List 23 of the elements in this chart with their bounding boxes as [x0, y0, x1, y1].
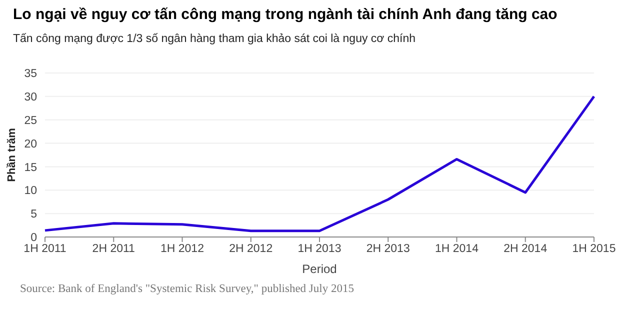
y-tick-label: 10	[24, 185, 37, 198]
x-tick-label: 1H 2014	[435, 243, 480, 256]
x-tick-label: 2H 2013	[366, 243, 410, 256]
chart-subtitle: Tấn công mạng được 1/3 số ngân hàng tham gia khảo sát coi là nguy cơ chính	[13, 33, 416, 45]
x-tick-label: 1H 2011	[24, 243, 66, 256]
x-tick-label: 1H 2015	[572, 243, 616, 256]
y-axis-title: Phần trăm	[6, 128, 18, 182]
y-tick-label: 15	[24, 162, 37, 174]
x-tick-label: 1H 2012	[160, 243, 204, 256]
x-axis-title: Period	[302, 262, 337, 276]
y-tick-label: 35	[24, 68, 37, 80]
y-tick-label: 30	[24, 92, 37, 104]
y-tick-label: 0	[30, 232, 37, 244]
y-tick-label: 5	[30, 208, 37, 221]
x-tick-label: 2H 2011	[92, 243, 135, 256]
x-tick-label: 2H 2012	[229, 243, 273, 256]
y-tick-label: 20	[24, 138, 37, 150]
chart-title: Lo ngại về nguy cơ tấn công mạng trong ngành tài chính Anh đang tăng cao	[13, 6, 558, 23]
source-note: Source: Bank of England's "Systemic Risk Survey," published July 2015	[20, 283, 354, 295]
x-tick-label: 2H 2014	[504, 243, 548, 256]
line-series	[44, 95, 596, 232]
y-tick-label: 25	[24, 114, 37, 127]
x-tick-label: 1H 2013	[298, 243, 342, 256]
